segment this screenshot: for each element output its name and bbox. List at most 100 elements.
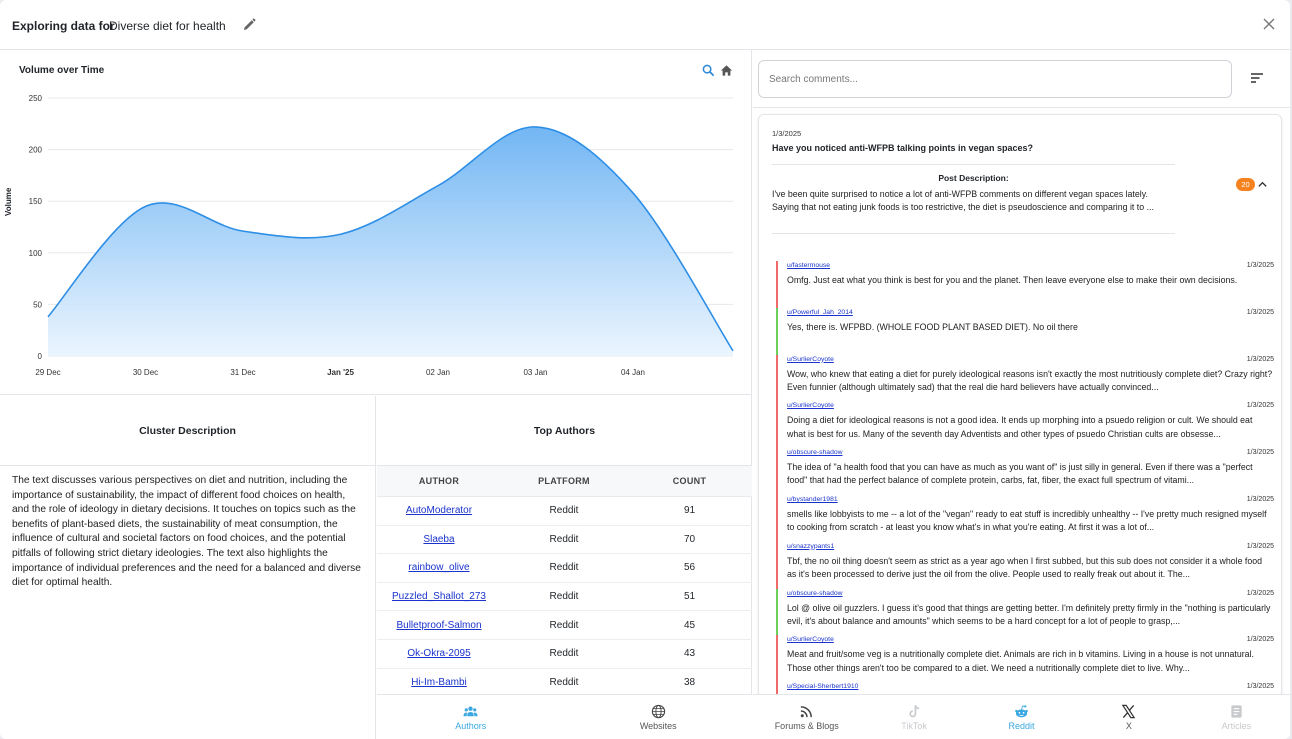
- comment-text: Doing a diet for ideological reasons is …: [787, 415, 1253, 439]
- globe-icon: [651, 704, 665, 718]
- author-count: 56: [683, 562, 696, 574]
- comment-author[interactable]: u/SurlierCoyote: [787, 402, 834, 410]
- table-row: Slaeba Reddit 70: [377, 526, 752, 555]
- comment-date: 1/3/2025: [1246, 402, 1274, 410]
- divider: [753, 107, 1290, 108]
- people-icon: [463, 706, 478, 716]
- table-row: rainbow_olive Reddit 56: [377, 554, 752, 583]
- comment-author[interactable]: u/Powerful_Jah_2014: [787, 308, 853, 316]
- reddit-icon: [1015, 704, 1028, 717]
- comment-author[interactable]: u/obscure-shadow: [787, 589, 843, 597]
- comment-count-badge: 20: [1236, 178, 1255, 191]
- volume-area: [48, 126, 733, 356]
- x-tick-label: 31 Dec: [230, 368, 255, 377]
- comment-author[interactable]: u/Special-Sherbert1910: [787, 683, 859, 691]
- cluster-description-text: The text discusses various perspectives …: [12, 475, 361, 589]
- comment-item: u/SurlierCoyote 1/3/2025 Doing a diet for …: [776, 401, 1274, 449]
- post-description-box: Post Description: I've been quite surpri…: [772, 164, 1175, 234]
- zoom-icon[interactable]: [702, 64, 715, 77]
- author-count: 70: [683, 533, 696, 545]
- platform-tab-bar: Forums & Blogs TikTok: [753, 694, 1290, 739]
- author-platform: Reddit: [549, 619, 579, 631]
- pencil-icon[interactable]: [241, 17, 257, 33]
- comment-item: u/snazzypants1 1/3/2025 Tbf, the no oil th…: [776, 541, 1274, 589]
- modal-header: Exploring data for Diverse diet for heal…: [0, 0, 1290, 50]
- x-tick-label: 30 Dec: [133, 368, 158, 377]
- chart-canvas: 0 50 100 150 200 250 29 Dec 30 Dec 31 Dec Jan '25…: [29, 94, 734, 377]
- author-link[interactable]: Bulletproof-Salmon: [396, 619, 482, 631]
- tab-websites[interactable]: Websites: [565, 695, 753, 739]
- table-row: Hi-Im-Bambi Reddit 38: [377, 669, 752, 698]
- y-tick-label: 150: [29, 197, 43, 206]
- authors-table: AUTHOR PLATFORM COUNT AutoModerator Reddi…: [377, 466, 752, 698]
- search-comments-input[interactable]: [758, 60, 1232, 98]
- author-link[interactable]: Puzzled_Shallot_273: [392, 591, 486, 603]
- comment-text: The idea of "a health food that you can …: [787, 462, 1253, 486]
- top-authors-panel: Top Authors AUTHOR PLATFORM COUNT AutoMo…: [377, 396, 752, 739]
- rss-icon: [800, 705, 813, 717]
- author-count: 43: [683, 648, 696, 660]
- author-platform: Reddit: [549, 505, 579, 517]
- comment-item: u/Powerful_Jah_2014 1/3/2025 Yes, there is…: [776, 307, 1274, 355]
- post-card: 1/3/2025 Have you noticed anti-WFPB talk…: [758, 114, 1282, 739]
- comment-author[interactable]: u/snazzypants1: [787, 542, 835, 550]
- author-platform: Reddit: [549, 533, 579, 545]
- tab-authors[interactable]: Authors: [377, 695, 565, 739]
- tab-reddit[interactable]: Reddit: [968, 695, 1075, 739]
- author-link[interactable]: AutoModerator: [405, 505, 473, 517]
- comment-item: u/bystander1981 1/3/2025 smells like lobby…: [776, 494, 1274, 542]
- sort-icon[interactable]: [1250, 72, 1264, 84]
- author-link[interactable]: Ok-Okra-2095: [407, 648, 471, 660]
- x-icon: [1122, 704, 1136, 718]
- author-link[interactable]: Slaeba: [423, 533, 455, 545]
- y-tick-label: 0: [38, 352, 43, 361]
- tab-x[interactable]: X: [1075, 695, 1182, 739]
- table-row: Ok-Okra-2095 Reddit 43: [377, 640, 752, 669]
- comment-author[interactable]: u/SurlierCoyote: [787, 355, 834, 363]
- y-tick-label: 200: [29, 146, 43, 155]
- left-tab-bar: Authors Websites: [377, 694, 752, 739]
- x-tick-label: 03 Jan: [523, 368, 547, 377]
- author-count: 38: [683, 676, 696, 688]
- comment-date: 1/3/2025: [1246, 589, 1274, 597]
- comment-date: 1/3/2025: [1246, 308, 1274, 316]
- home-icon[interactable]: [720, 64, 733, 77]
- post-description-text: I've been quite surprised to notice a lo…: [772, 189, 1154, 213]
- title-prefix: Exploring data for: [12, 19, 115, 33]
- comment-text: Tbf, the no oil thing doesn't seem as st…: [787, 555, 1263, 579]
- author-link[interactable]: Hi-Im-Bambi: [411, 676, 467, 688]
- comment-author[interactable]: u/bystander1981: [787, 495, 838, 503]
- y-tick-label: 100: [29, 249, 43, 258]
- comment-date: 1/3/2025: [1246, 495, 1274, 503]
- chevron-up-icon[interactable]: [1257, 179, 1268, 190]
- column-author: AUTHOR: [418, 476, 460, 486]
- author-count: 91: [683, 505, 696, 517]
- tab-tiktok-label: TikTok: [901, 720, 927, 731]
- comment-item: u/fastermouse 1/3/2025 Omfg. Just eat what…: [776, 261, 1274, 308]
- tab-forums-label: Forums & Blogs: [774, 720, 839, 731]
- comment-author[interactable]: u/obscure-shadow: [787, 449, 843, 457]
- close-icon[interactable]: [1261, 16, 1277, 32]
- top-authors-heading: Top Authors: [377, 396, 752, 466]
- author-count: 51: [683, 591, 696, 603]
- author-link[interactable]: rainbow_olive: [408, 562, 470, 574]
- comment-author[interactable]: u/SurlierCoyote: [787, 636, 834, 644]
- tab-tiktok[interactable]: TikTok: [860, 695, 967, 739]
- comment-date: 1/3/2025: [1246, 683, 1274, 691]
- column-platform: PLATFORM: [538, 476, 590, 486]
- author-count: 45: [683, 619, 696, 631]
- tab-forums-blogs[interactable]: Forums & Blogs: [753, 695, 860, 739]
- author-platform: Reddit: [549, 676, 579, 688]
- comment-author[interactable]: u/fastermouse: [787, 262, 831, 269]
- comment-item: u/SurlierCoyote 1/3/2025 Meat and fruit/so…: [776, 635, 1274, 683]
- comment-date: 1/3/2025: [1246, 542, 1274, 550]
- tiktok-icon: [908, 704, 919, 717]
- table-row: AutoModerator Reddit 91: [377, 497, 752, 526]
- tab-articles[interactable]: Articles: [1183, 695, 1290, 739]
- comment-text: Yes, there is. WFPBD. (WHOLE FOOD PLANT …: [787, 321, 1078, 332]
- x-tick-label: 02 Jan: [426, 368, 450, 377]
- comment-text: Omfg. Just eat what you think is best fo…: [787, 275, 1238, 285]
- tab-x-label: X: [1125, 720, 1132, 731]
- table-row: Puzzled_Shallot_273 Reddit 51: [377, 583, 752, 612]
